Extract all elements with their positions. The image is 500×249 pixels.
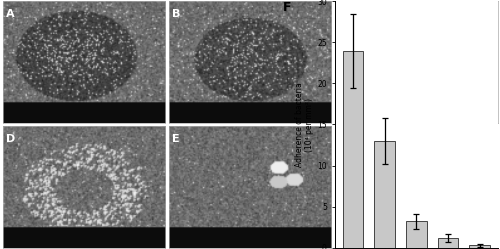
- Text: E: E: [172, 134, 180, 144]
- Bar: [374, 141, 395, 248]
- Text: C: C: [338, 9, 346, 19]
- Text: A: A: [6, 9, 14, 19]
- Y-axis label: Adherence of bacteria
(10⁴ per mm²): Adherence of bacteria (10⁴ per mm²): [295, 82, 314, 167]
- Text: D: D: [6, 134, 15, 144]
- Bar: [438, 238, 458, 248]
- Text: F: F: [284, 1, 292, 14]
- Bar: [342, 51, 363, 248]
- Bar: [470, 245, 490, 248]
- Bar: [406, 221, 426, 248]
- Text: B: B: [172, 9, 180, 19]
